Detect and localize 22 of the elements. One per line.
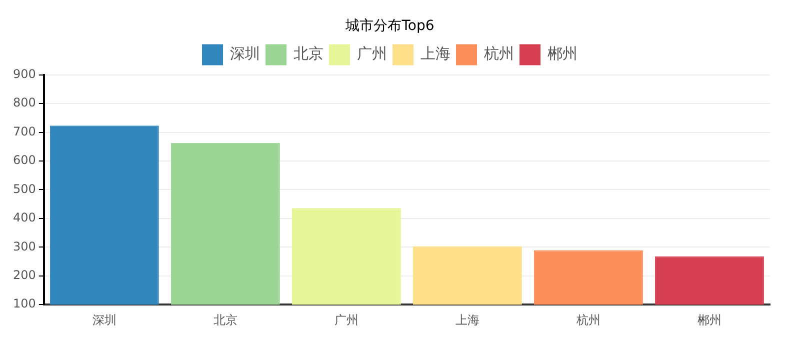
y-tick-label: 100 [13,296,36,311]
y-tick-label: 400 [13,210,36,225]
legend-label: 深圳 [230,44,260,63]
x-tick-label: 杭州 [575,312,600,327]
legend-label: 广州 [357,44,387,63]
x-tick-label: 广州 [334,312,358,327]
y-tick-label: 300 [13,239,36,254]
y-tick-label: 800 [13,96,36,110]
y-tick-label: 600 [13,153,36,168]
legend-label: 北京 [294,44,324,63]
y-tick-label: 500 [13,182,36,196]
legend-label: 郴州 [548,44,578,63]
chart-title: 城市分布Top6 [344,18,434,34]
legend-label: 上海 [420,44,450,63]
x-tick-label: 上海 [455,312,480,327]
x-tick-label: 深圳 [92,312,116,327]
y-tick-label: 700 [13,124,36,138]
y-tick-label: 200 [13,268,36,282]
y-tick-label: 900 [13,66,36,81]
x-tick-label: 郴州 [697,312,722,327]
legend-label: 杭州 [483,44,514,63]
x-tick-label: 北京 [213,312,238,327]
